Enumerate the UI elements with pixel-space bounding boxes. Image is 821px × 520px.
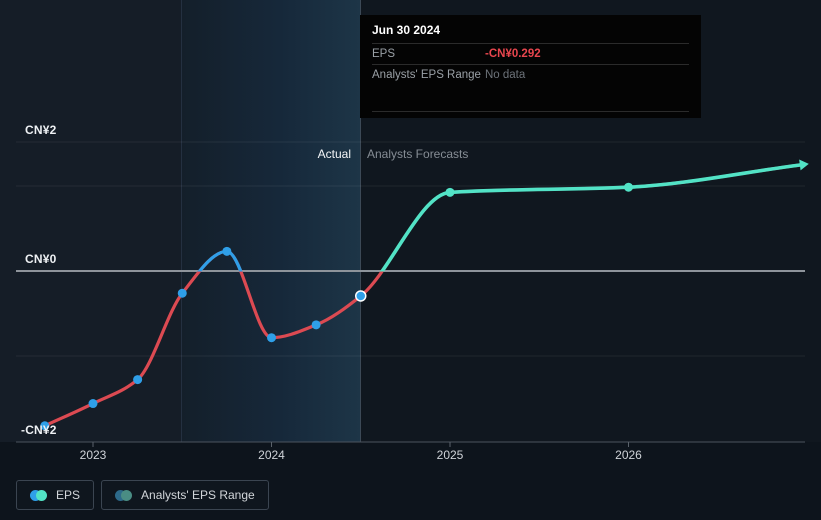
forecast-arrowhead-icon [799, 159, 809, 171]
eps-series-icon [30, 489, 47, 501]
tooltip-range-label: Analysts' EPS Range [372, 69, 481, 81]
highlight-band-left-edge [181, 0, 182, 442]
legend-analysts-range-label: Analysts' EPS Range [141, 488, 255, 502]
tooltip-range-row: Analysts' EPS Range No data [372, 65, 689, 85]
tooltip-eps-value: -CN¥0.292 [485, 48, 541, 60]
y-axis-label: CN¥2 [25, 123, 57, 137]
legend-analysts-range-toggle[interactable]: Analysts' EPS Range [101, 480, 269, 510]
data-point-dot[interactable] [177, 288, 187, 298]
x-axis-label: 2024 [258, 448, 285, 462]
forecast-point-dot[interactable] [445, 187, 455, 197]
actual-forecast-divider [360, 0, 361, 442]
tooltip-spacer [372, 85, 689, 112]
data-point-dot[interactable] [267, 333, 276, 343]
data-point-tooltip: Jun 30 2024 EPS -CN¥0.292 Analysts' EPS … [360, 15, 701, 118]
tooltip-date: Jun 30 2024 [372, 23, 689, 44]
chart-legend: EPS Analysts' EPS Range [16, 480, 269, 510]
tooltip-eps-label: EPS [372, 48, 396, 60]
data-point-dot[interactable] [222, 246, 232, 256]
x-axis-labels: 2023 2024 2025 2026 [0, 448, 821, 464]
legend-eps-label: EPS [56, 488, 81, 502]
y-axis-label: CN¥0 [25, 252, 57, 266]
x-axis-label: 2026 [615, 448, 642, 462]
selected-data-point[interactable] [355, 290, 367, 302]
analysts-range-series-icon [115, 489, 133, 501]
data-point-dot[interactable] [311, 320, 321, 330]
data-point-dot[interactable] [133, 375, 143, 385]
x-axis-label: 2023 [79, 448, 107, 462]
actual-history-background [0, 0, 181, 442]
eps-chart-canvas [16, 141, 809, 447]
eps-line-negative [43, 163, 802, 428]
eps-line-forecast [379, 163, 802, 272]
x-axis-label: 2025 [436, 448, 464, 462]
data-point-dot[interactable] [40, 421, 50, 431]
actual-section-label: Actual [317, 147, 351, 161]
actual-period-highlight-band [181, 0, 360, 442]
tooltip-range-value: No data [485, 69, 526, 81]
y-axis-label: -CN¥2 [21, 423, 57, 437]
legend-eps-toggle[interactable]: EPS [16, 480, 95, 510]
data-point-dot[interactable] [88, 399, 98, 409]
forecast-section-label: Analysts Forecasts [367, 147, 469, 161]
eps-line-positive-actual [197, 249, 243, 272]
tooltip-eps-row: EPS -CN¥0.292 [372, 44, 689, 65]
forecast-point-dot[interactable] [624, 182, 633, 192]
